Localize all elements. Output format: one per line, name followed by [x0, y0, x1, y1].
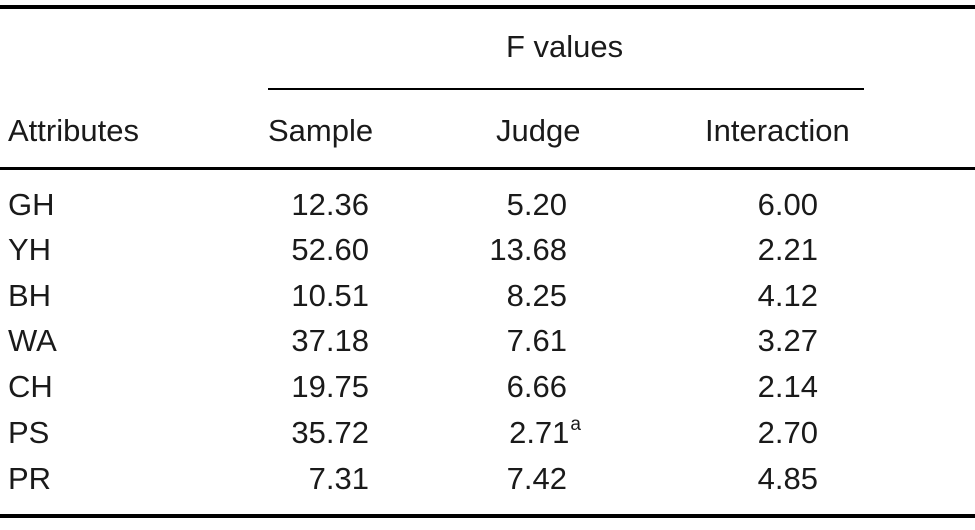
- group-header-rule: [268, 88, 864, 90]
- group-header: F values: [506, 29, 624, 64]
- column-header-interaction: Interaction: [705, 113, 850, 148]
- table-row: WA 37.18 7.61 3.27: [0, 323, 975, 369]
- judge-value: 7.61: [506, 323, 567, 358]
- cell-attribute: PS: [8, 415, 50, 450]
- cell-attribute: PR: [8, 461, 52, 496]
- cell-interaction: 2.70: [757, 415, 818, 450]
- footnote-marker: a: [570, 414, 581, 435]
- column-header-sample: Sample: [268, 113, 374, 148]
- cell-attribute: YH: [8, 232, 52, 267]
- cell-judge: 5.20: [507, 187, 567, 223]
- cell-sample: 35.72: [291, 415, 369, 450]
- judge-value: 8.25: [506, 278, 567, 313]
- cell-judge: 8.25: [507, 278, 567, 314]
- table-top-rule: [0, 5, 975, 9]
- cell-judge: 13.68: [489, 232, 567, 268]
- cell-attribute: CH: [8, 369, 53, 404]
- cell-attribute: WA: [8, 323, 57, 358]
- column-header-attributes: Attributes: [8, 113, 139, 148]
- cell-sample: 37.18: [291, 323, 369, 358]
- table-row: GH 12.36 5.20 6.00: [0, 187, 975, 233]
- cell-interaction: 3.27: [757, 323, 818, 358]
- table-bottom-rule: [0, 514, 975, 518]
- cell-interaction: 2.14: [757, 369, 818, 404]
- table-row: PS 35.72 2.71a 2.70: [0, 414, 975, 461]
- judge-value: 13.68: [489, 232, 567, 267]
- table-row: YH 52.60 13.68 2.21: [0, 232, 975, 278]
- judge-value: 6.66: [506, 369, 567, 404]
- judge-value: 7.42: [506, 461, 567, 496]
- cell-attribute: BH: [8, 278, 52, 313]
- cell-attribute: GH: [8, 187, 55, 222]
- cell-interaction: 4.85: [757, 461, 818, 496]
- table-row: CH 19.75 6.66 2.14: [0, 369, 975, 415]
- cell-interaction: 2.21: [757, 232, 818, 267]
- header-rule: [0, 167, 975, 170]
- cell-judge: 6.66: [507, 369, 567, 405]
- cell-sample: 12.36: [291, 187, 369, 222]
- cell-sample: 10.51: [291, 278, 369, 313]
- cell-sample: 7.31: [308, 461, 369, 496]
- judge-value: 5.20: [506, 187, 567, 222]
- table-row: PR 7.31 7.42 4.85: [0, 461, 975, 507]
- table-row: BH 10.51 8.25 4.12: [0, 278, 975, 324]
- cell-judge: 7.61: [507, 323, 567, 359]
- cell-judge: 7.42: [507, 461, 567, 497]
- cell-sample: 52.60: [291, 232, 369, 267]
- cell-interaction: 4.12: [757, 278, 818, 313]
- judge-value: 2.71: [509, 415, 570, 450]
- cell-judge: 2.71a: [509, 414, 581, 456]
- column-header-judge: Judge: [496, 113, 581, 148]
- cell-interaction: 6.00: [757, 187, 818, 222]
- cell-sample: 19.75: [291, 369, 369, 404]
